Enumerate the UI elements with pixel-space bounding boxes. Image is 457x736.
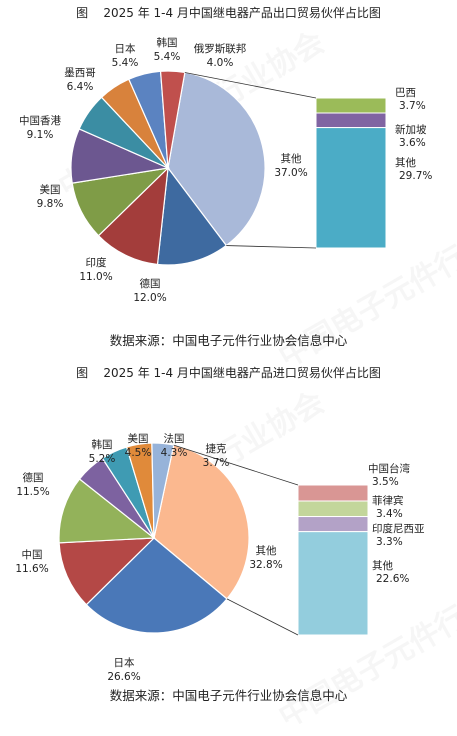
slice-label-韩国: 韩国: [157, 36, 178, 49]
slice-value-美国: 9.8%: [37, 198, 64, 210]
slice-label-中国: 中国: [22, 548, 43, 561]
connector-line-bottom: [226, 598, 299, 636]
slice-value-韩国: 5.4%: [154, 51, 181, 63]
slice-value-中国: 11.6%: [15, 563, 48, 575]
connector-line-top: [173, 444, 299, 486]
slice-value-捷克: 3.7%: [203, 457, 230, 469]
breakdown-value-菲律宾: 3.4%: [376, 508, 403, 520]
slice-label-日本: 日本: [114, 656, 135, 669]
slice-label-韩国: 韩国: [92, 438, 113, 451]
data-source: 数据来源：中国电子元件行业协会信息中心: [109, 688, 348, 703]
data-source: 数据来源：中国电子元件行业协会信息中心: [109, 333, 348, 348]
breakdown-bar-巴西: [315, 97, 387, 114]
breakdown-value-新加坡: 3.6%: [399, 137, 426, 149]
breakdown-bar-新加坡: [315, 112, 387, 129]
slice-label-法国: 法国: [164, 432, 185, 445]
pie-slice-德国: [58, 478, 156, 544]
slice-label-德国: 德国: [140, 277, 161, 290]
slice-value-韩国: 5.2%: [89, 453, 116, 465]
export-pie-of-pie-svg: 其他 37.0% 德国 12.0% 印度 11.0% 美国 9.8% 中国香港 9.1% 墨西哥 6.…: [19, 36, 432, 304]
breakdown-label-其他: 其他: [395, 156, 416, 169]
slice-value-其他: 37.0%: [274, 167, 307, 179]
breakdown-bar-菲律宾: [297, 500, 369, 518]
breakdown-bar-其他: [297, 531, 369, 636]
slice-value-法国: 4.3%: [161, 447, 188, 459]
slice-value-俄罗斯联邦: 4.0%: [207, 57, 234, 69]
slice-value-日本: 5.4%: [112, 57, 139, 69]
pie-slice-中国: [58, 537, 156, 606]
slice-value-墨西哥: 6.4%: [67, 81, 94, 93]
breakdown-label-菲律宾: 菲律宾: [372, 494, 404, 507]
pie-slice-其他-main: [167, 71, 266, 247]
pie-slice-捷克: [151, 442, 175, 539]
breakdown-value-中国台湾: 3.5%: [372, 476, 399, 488]
breakdown-value-其他: 29.7%: [399, 170, 432, 182]
breakdown-label-印度尼西亚: 印度尼西亚: [372, 522, 425, 535]
slice-label-其他: 其他: [256, 544, 277, 557]
connector-line-top: [184, 72, 317, 99]
slice-value-美国: 4.5%: [125, 447, 152, 459]
breakdown-label-巴西: 巴西: [395, 87, 416, 99]
pie-slice-俄罗斯联邦: [159, 70, 186, 169]
breakdown-label-中国台湾: 中国台湾: [368, 462, 410, 475]
slice-value-中国香港: 9.1%: [27, 129, 54, 141]
breakdown-label-新加坡: 新加坡: [395, 123, 427, 136]
pie-slice-德国: [156, 166, 228, 266]
slice-label-德国: 德国: [23, 471, 44, 484]
slice-label-俄罗斯联邦: 俄罗斯联邦: [194, 42, 247, 55]
breakdown-value-巴西: 3.7%: [399, 100, 426, 112]
slice-label-中国香港: 中国香港: [19, 114, 61, 127]
slice-label-捷克: 捷克: [206, 442, 227, 455]
breakdown-bar-其他: [315, 127, 387, 249]
import-pie-of-pie-svg: 其他 32.8% 日本 26.6% 中国 11.6% 德国 11.5% 韩国 5.2% 美国 4.5%…: [15, 432, 425, 683]
slice-value-其他: 32.8%: [249, 559, 282, 571]
pie-slice-日本: [85, 537, 228, 634]
connector-line-bottom: [226, 245, 317, 249]
breakdown-value-其他: 22.6%: [376, 573, 409, 585]
chart-title: 图 2025 年 1-4 月中国继电器产品进口贸易伙伴占比图: [76, 366, 381, 380]
slice-label-印度: 印度: [86, 256, 107, 269]
export-partner-chart: 图 2025 年 1-4 月中国继电器产品出口贸易伙伴占比图 其他 37.0% 德国…: [0, 0, 457, 352]
pie-slice-印度: [97, 166, 169, 266]
slice-label-美国: 美国: [40, 183, 61, 196]
slice-value-印度: 11.0%: [79, 271, 112, 283]
chart-title: 图 2025 年 1-4 月中国继电器产品出口贸易伙伴占比图: [76, 6, 381, 20]
breakdown-value-印度尼西亚: 3.3%: [376, 536, 403, 548]
slice-value-德国: 11.5%: [16, 486, 49, 498]
breakdown-label-其他: 其他: [372, 559, 393, 572]
slice-label-其他: 其他: [281, 152, 302, 165]
slice-value-德国: 12.0%: [133, 292, 166, 304]
breakdown-bar-印度尼西亚: [297, 516, 369, 533]
slice-value-日本: 26.6%: [107, 671, 140, 683]
slice-label-墨西哥: 墨西哥: [64, 67, 96, 79]
import-partner-chart: 图 2025 年 1-4 月中国继电器产品进口贸易伙伴占比图 其他 32.8% 日本…: [0, 360, 457, 709]
breakdown-bar-中国台湾: [297, 484, 369, 502]
slice-label-美国: 美国: [128, 432, 149, 445]
slice-label-日本: 日本: [115, 42, 136, 55]
